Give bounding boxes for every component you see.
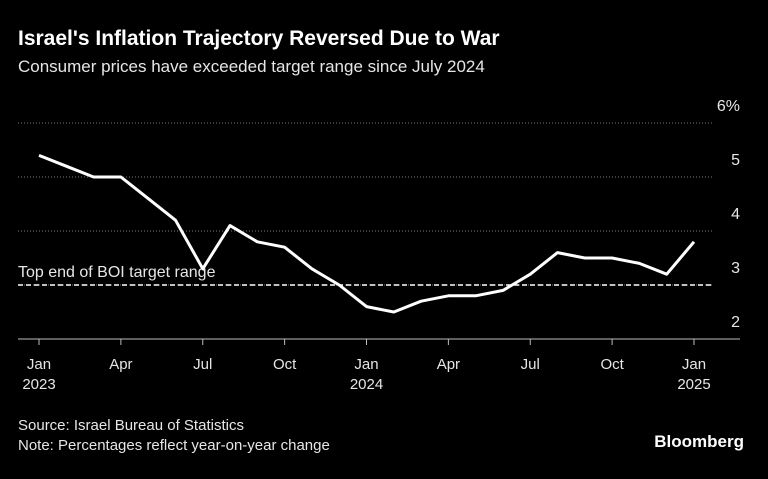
x-year-label: 2023 [22,376,55,393]
chart-title: Israel's Inflation Trajectory Reversed D… [18,27,500,50]
x-tick-label: Jan [354,356,378,373]
y-tick-label: 6% [717,98,740,115]
y-tick-label: 5 [731,152,740,169]
brand: Bloomberg [654,432,744,451]
data-line [38,154,696,314]
note: Note: Percentages reflect year-on-year c… [18,437,330,454]
x-tick-label: Apr [437,356,460,373]
x-tick-label: Jul [521,356,540,373]
x-tick-label: Apr [109,356,132,373]
source: Source: Israel Bureau of Statistics [18,417,244,434]
chart-subtitle: Consumer prices have exceeded target ran… [18,57,485,76]
x-tick-label: Oct [600,356,624,373]
x-tick-label: Jan [27,356,51,373]
reference-label: Top end of BOI target range [18,264,216,281]
y-tick-label: 2 [731,314,740,331]
x-tick-label: Jan [682,356,706,373]
x-year-label: 2024 [350,376,383,393]
y-tick-label: 3 [731,260,740,277]
x-year-label: 2025 [677,376,710,393]
y-tick-label: 4 [731,206,740,223]
x-tick-label: Oct [273,356,297,373]
x-tick-label: Jul [193,356,212,373]
